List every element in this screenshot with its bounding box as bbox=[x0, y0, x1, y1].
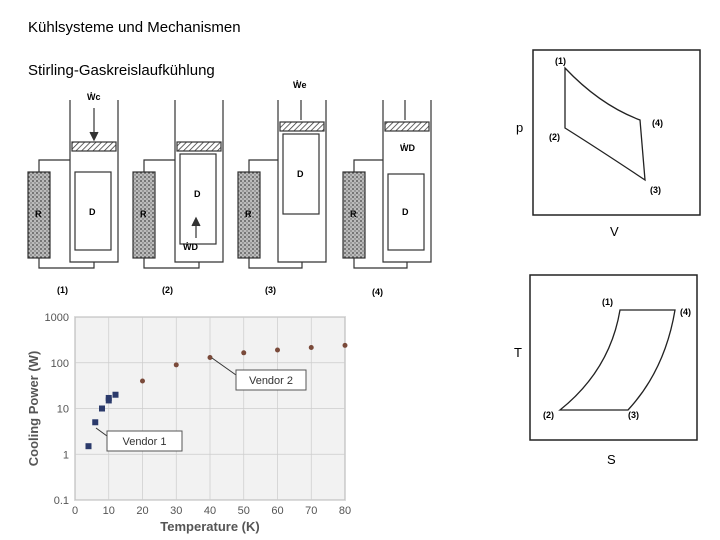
work-label: Ẇc bbox=[87, 92, 101, 102]
data-point bbox=[99, 405, 105, 412]
state-label: (4) bbox=[680, 307, 691, 317]
x-tick-label: 20 bbox=[136, 505, 148, 517]
legend-label: Vendor 1 bbox=[122, 436, 166, 448]
x-tick-label: 40 bbox=[204, 505, 216, 517]
legend-label: Vendor 2 bbox=[249, 375, 293, 387]
state-label: (2) bbox=[549, 132, 560, 142]
step-label: (1) bbox=[57, 285, 68, 295]
displacer-label: D bbox=[89, 207, 96, 217]
regenerator-label: R bbox=[350, 209, 357, 219]
data-point bbox=[173, 362, 179, 368]
unit-2 bbox=[132, 100, 224, 269]
displacer-label: D bbox=[297, 169, 304, 179]
data-point bbox=[85, 443, 92, 450]
data-point bbox=[241, 350, 247, 356]
annotation-arrow bbox=[211, 357, 237, 376]
unit-3 bbox=[237, 100, 327, 269]
step-label: (3) bbox=[265, 285, 276, 295]
data-point bbox=[275, 347, 280, 353]
y-axis-title: Cooling Power (W) bbox=[26, 351, 41, 467]
pv-diagram: (1) (2) (3) (4) p V bbox=[516, 49, 701, 239]
y-tick-label: 100 bbox=[51, 358, 69, 370]
ts-diagram: (1) (2) (3) (4) T S bbox=[514, 274, 698, 467]
step-label: (4) bbox=[372, 287, 383, 297]
axis-label: V bbox=[610, 224, 619, 239]
axis-label: S bbox=[607, 452, 616, 467]
regenerator-label: R bbox=[140, 209, 147, 219]
work-label: Ẇe bbox=[293, 80, 307, 90]
state-label: (2) bbox=[543, 410, 554, 420]
displacer-label: D bbox=[402, 207, 409, 217]
state-label: (3) bbox=[628, 410, 639, 420]
stirling-labels: Ẇc Ẇe ẆD ẆD R R R R D D D D (1) (2) (3) … bbox=[35, 80, 415, 297]
state-label: (1) bbox=[555, 56, 566, 66]
data-point bbox=[308, 345, 314, 351]
displacer-label: D bbox=[194, 189, 201, 199]
axis-label: T bbox=[514, 345, 522, 360]
state-label: (1) bbox=[602, 297, 613, 307]
data-point bbox=[207, 355, 213, 361]
data-point bbox=[105, 394, 112, 401]
unit-1 bbox=[27, 100, 119, 269]
annotation-box bbox=[106, 430, 183, 452]
state-label: (4) bbox=[652, 118, 663, 128]
data-point bbox=[92, 419, 99, 426]
x-tick-label: 60 bbox=[271, 505, 283, 517]
x-tick-label: 80 bbox=[339, 505, 351, 517]
title: Kühlsysteme und Mechanismen bbox=[28, 19, 241, 36]
x-tick-label: 0 bbox=[72, 505, 78, 517]
cooling-chart: 0.1 1 10 100 1000 0 10 20 30 40 50 60 70 80 Temperatur… bbox=[26, 312, 351, 534]
work-label: ẆD bbox=[400, 143, 415, 153]
regenerator-label: R bbox=[35, 209, 42, 219]
state-label: (3) bbox=[650, 185, 661, 195]
x-tick-label: 70 bbox=[305, 505, 317, 517]
data-point bbox=[342, 342, 348, 348]
data-point bbox=[112, 391, 119, 398]
x-tick-label: 50 bbox=[238, 505, 250, 517]
data-point bbox=[140, 378, 145, 384]
y-tick-label: 1000 bbox=[45, 312, 69, 324]
annotation-box bbox=[235, 369, 307, 391]
annotation-arrow bbox=[95, 427, 108, 437]
y-tick-label: 10 bbox=[57, 404, 69, 416]
x-axis-title: Temperature (K) bbox=[160, 519, 259, 534]
subtitle: Stirling-Gaskreislaufkühlung bbox=[28, 62, 215, 79]
axis-label: p bbox=[516, 120, 523, 135]
unit-4 bbox=[342, 100, 432, 269]
step-label: (2) bbox=[162, 285, 173, 295]
work-label: ẆD bbox=[183, 242, 198, 252]
x-tick-label: 10 bbox=[103, 505, 115, 517]
y-tick-label: 1 bbox=[63, 449, 69, 461]
x-tick-label: 30 bbox=[170, 505, 182, 517]
regenerator-label: R bbox=[245, 209, 252, 219]
stirling-diagram bbox=[27, 100, 432, 269]
y-tick-label: 0.1 bbox=[54, 495, 69, 507]
